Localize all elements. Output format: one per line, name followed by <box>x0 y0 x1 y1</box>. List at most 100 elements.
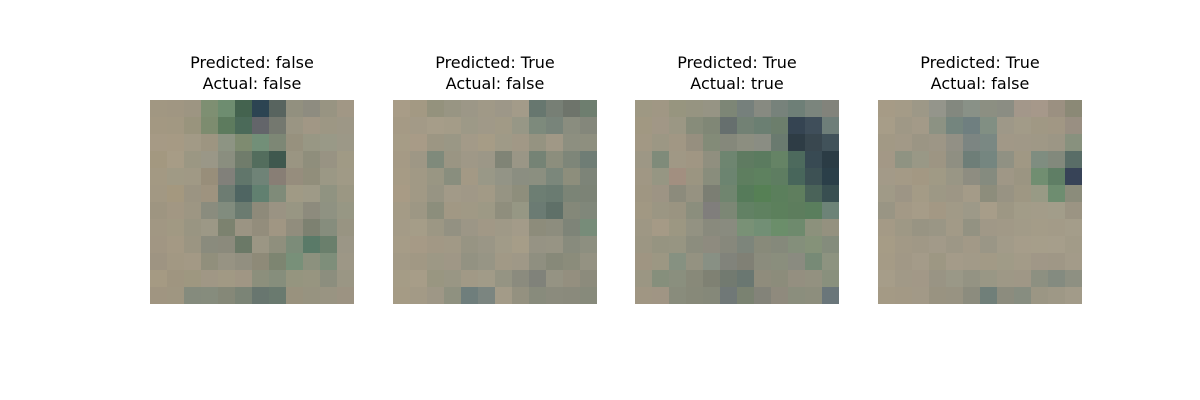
image-pixel <box>393 134 410 151</box>
image-pixel <box>546 134 563 151</box>
image-pixel <box>218 134 235 151</box>
image-pixel <box>635 134 652 151</box>
image-pixel <box>410 270 427 287</box>
image-pixel <box>929 117 946 134</box>
image-pixel <box>1065 287 1082 304</box>
image-pixel <box>337 253 354 270</box>
image-pixel <box>686 168 703 185</box>
image-pixel <box>303 253 320 270</box>
image-pixel <box>1031 168 1048 185</box>
image-pixel <box>337 202 354 219</box>
image-pixel <box>980 100 997 117</box>
image-pixel <box>895 134 912 151</box>
image-pixel <box>754 151 771 168</box>
image-pixel <box>686 253 703 270</box>
image-pixel <box>878 100 895 117</box>
image-pixel <box>529 253 546 270</box>
image-pixel <box>652 219 669 236</box>
image-tile <box>878 100 1082 304</box>
image-pixel <box>303 287 320 304</box>
image-pixel <box>410 219 427 236</box>
image-pixel <box>912 168 929 185</box>
image-pixel <box>720 117 737 134</box>
image-pixel <box>495 236 512 253</box>
image-pixel <box>997 100 1014 117</box>
image-pixel <box>895 219 912 236</box>
image-pixel <box>286 287 303 304</box>
image-pixel <box>737 202 754 219</box>
image-pixel <box>201 185 218 202</box>
image-pixel <box>771 219 788 236</box>
image-pixel <box>895 117 912 134</box>
image-pixel <box>912 219 929 236</box>
image-pixel <box>805 270 822 287</box>
image-pixel <box>529 134 546 151</box>
image-pixel <box>754 117 771 134</box>
image-pixel <box>997 236 1014 253</box>
image-pixel <box>669 100 686 117</box>
image-pixel <box>393 151 410 168</box>
image-pixel <box>427 202 444 219</box>
image-pixel <box>167 253 184 270</box>
image-pixel <box>167 134 184 151</box>
actual-label: Actual: false <box>202 74 302 93</box>
image-pixel <box>150 236 167 253</box>
image-pixel <box>580 219 597 236</box>
image-pixel <box>771 100 788 117</box>
image-tile <box>393 100 597 304</box>
image-pixel <box>805 202 822 219</box>
image-pixel <box>337 100 354 117</box>
image-pixel <box>529 151 546 168</box>
image-pixel <box>720 287 737 304</box>
image-pixel <box>895 287 912 304</box>
image-pixel <box>652 168 669 185</box>
image-pixel <box>635 202 652 219</box>
image-pixel <box>303 219 320 236</box>
image-pixel <box>878 287 895 304</box>
image-pixel <box>669 168 686 185</box>
image-pixel <box>512 134 529 151</box>
image-pixel <box>184 168 201 185</box>
image-pixel <box>410 202 427 219</box>
image-pixel <box>1048 168 1065 185</box>
actual-label: Actual: false <box>930 74 1030 93</box>
image-pixel <box>529 287 546 304</box>
image-pixel <box>754 270 771 287</box>
image-pixel <box>720 185 737 202</box>
image-pixel <box>1065 253 1082 270</box>
image-pixel <box>427 100 444 117</box>
image-pixel <box>788 168 805 185</box>
image-pixel <box>635 219 652 236</box>
image-pixel <box>929 202 946 219</box>
image-pixel <box>788 287 805 304</box>
image-pixel <box>737 168 754 185</box>
image-pixel <box>788 270 805 287</box>
image-pixel <box>822 185 839 202</box>
image-pixel <box>1031 236 1048 253</box>
image-pixel <box>167 151 184 168</box>
image-pixel <box>286 100 303 117</box>
image-pixel <box>269 270 286 287</box>
image-pixel <box>997 287 1014 304</box>
image-pixel <box>201 202 218 219</box>
image-pixel <box>303 202 320 219</box>
image-pixel <box>320 253 337 270</box>
image-pixel <box>218 253 235 270</box>
image-pixel <box>184 287 201 304</box>
image-pixel <box>218 117 235 134</box>
image-pixel <box>652 100 669 117</box>
image-pixel <box>495 100 512 117</box>
image-pixel <box>303 117 320 134</box>
image-pixel <box>788 134 805 151</box>
image-pixel <box>337 134 354 151</box>
image-pixel <box>720 236 737 253</box>
image-pixel <box>286 253 303 270</box>
image-pixel <box>269 168 286 185</box>
image-pixel <box>686 219 703 236</box>
image-pixel <box>427 219 444 236</box>
image-pixel <box>963 219 980 236</box>
image-pixel <box>337 236 354 253</box>
image-pixel <box>1014 253 1031 270</box>
image-pixel <box>410 185 427 202</box>
